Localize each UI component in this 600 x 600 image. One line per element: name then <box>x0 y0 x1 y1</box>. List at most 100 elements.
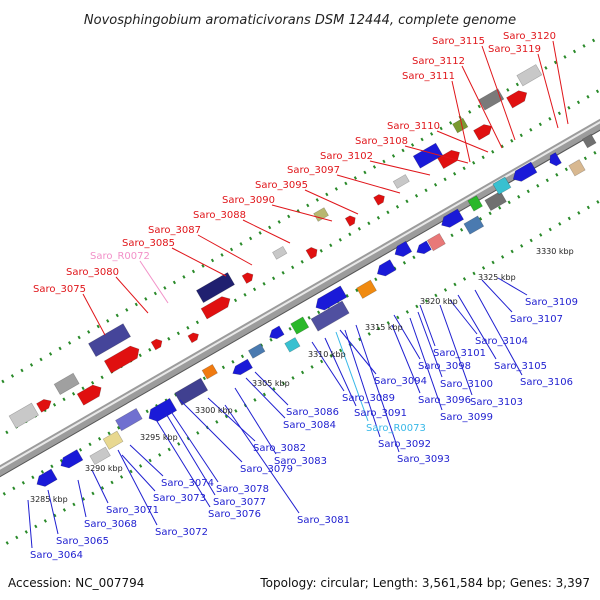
gene-feature-22 <box>478 88 505 111</box>
leader-saro_3106 <box>474 289 523 376</box>
leader-saro_3073 <box>121 454 156 492</box>
gene-feature-26 <box>60 449 84 469</box>
leader-saro_3084 <box>245 377 286 419</box>
accession-label: Accession: NC_007794 <box>8 576 144 590</box>
dotted-track-lines <box>0 21 600 567</box>
leader-saro_3082 <box>207 397 256 442</box>
leader-saro_3119 <box>537 53 559 129</box>
gene-feature-23 <box>506 90 528 109</box>
gene-feature-52 <box>568 159 586 177</box>
gene-label-saro_3115: Saro_3115 <box>432 36 485 47</box>
gene-feature-8 <box>187 332 199 344</box>
gene-feature-20 <box>452 117 469 134</box>
gene-label-saro_3082: Saro_3082 <box>253 443 306 454</box>
leader-saro_3105 <box>457 294 497 360</box>
gene-label-saro_3085: Saro_3085 <box>122 238 175 249</box>
gene-label-saro_3107: Saro_3107 <box>510 314 563 325</box>
gene-label-saro_3072: Saro_3072 <box>155 527 208 538</box>
gene-feature-27 <box>89 446 111 466</box>
gene-feature-19 <box>437 149 460 170</box>
gene-feature-38 <box>310 300 350 332</box>
gene-feature-6 <box>103 345 140 374</box>
gene-label-saro_3064: Saro_3064 <box>30 550 83 561</box>
leader-saro_3071 <box>91 469 109 504</box>
label-leader-lines <box>27 40 569 549</box>
gene-feature-3 <box>53 372 80 396</box>
leader-saro_3089 <box>311 341 345 392</box>
gene-label-saro_3065: Saro_3065 <box>56 536 109 547</box>
leader-saro_3103 <box>439 304 473 396</box>
gene-label-saro_3110: Saro_3110 <box>387 121 440 132</box>
gene-feature-16 <box>373 194 385 206</box>
gene-feature-10 <box>200 296 231 320</box>
gene-feature-21 <box>473 124 493 141</box>
gene-feature-50 <box>512 161 538 182</box>
leader-saro_3112 <box>461 65 503 149</box>
track-dotted-line-3 <box>0 106 600 529</box>
chromosome-backbone <box>0 83 600 514</box>
leader-saro_3079 <box>179 399 243 463</box>
gene-label-saro_3111: Saro_3111 <box>402 71 455 82</box>
gene-feature-2 <box>36 399 52 413</box>
gene-label-saro_3098: Saro_3098 <box>418 361 471 372</box>
leader-saro_3088 <box>242 219 291 244</box>
leader-saro_3087 <box>197 234 253 266</box>
leader-saro_3091 <box>324 337 357 407</box>
leader-saro_3096 <box>391 324 421 394</box>
leader-saro_3104 <box>449 299 478 335</box>
gene-feature-53 <box>582 133 597 149</box>
kbp-label-6: 3310 kbp <box>308 350 346 359</box>
genome-summary: Topology: circular; Length: 3,561,584 bp… <box>259 576 590 590</box>
gene-feature-31 <box>174 377 209 406</box>
gene-features <box>8 64 597 487</box>
gene-feature-32 <box>201 363 218 380</box>
leader-saro_3098 <box>393 314 421 360</box>
gene-feature-43 <box>416 240 432 255</box>
leader-saro_3075 <box>82 293 106 336</box>
gene-label-saro_3102: Saro_3102 <box>320 151 373 162</box>
gene-feature-46 <box>463 215 485 235</box>
gene-feature-47 <box>467 195 483 212</box>
leader-saro_3065 <box>47 489 59 535</box>
leader-saro_3077 <box>164 411 216 496</box>
gene-label-saro_r0072: Saro_R0072 <box>90 251 150 262</box>
gene-label-saro_3068: Saro_3068 <box>84 519 137 530</box>
leader-saro_3108 <box>404 145 469 164</box>
gene-label-saro_3083: Saro_3083 <box>274 456 327 467</box>
gene-feature-49 <box>492 176 512 195</box>
kbp-label-9: 3325 kbp <box>478 273 516 282</box>
gene-feature-11 <box>241 272 254 284</box>
leader-saro_3078 <box>169 409 219 483</box>
kbp-label-1: 3285 kbp <box>30 495 68 504</box>
gene-label-saro_r0073: Saro_R0073 <box>366 423 426 434</box>
gene-label-saro_3076: Saro_3076 <box>208 509 261 520</box>
gene-label-saro_3080: Saro_3080 <box>66 267 119 278</box>
leader-saro_r0073 <box>335 331 369 422</box>
leader-saro_3097 <box>336 174 401 194</box>
gene-feature-14 <box>313 207 329 222</box>
gene-label-saro_3099: Saro_3099 <box>440 412 493 423</box>
gene-label-saro_3095: Saro_3095 <box>255 180 308 191</box>
leader-saro_3107 <box>481 279 513 313</box>
gene-label-saro_3109: Saro_3109 <box>525 297 578 308</box>
gene-labels: Saro_3075 Saro_3080 Saro_R0072 Saro_3085 Sar… <box>30 31 578 561</box>
leader-saro_3090 <box>271 204 333 222</box>
gene-feature-44 <box>426 232 446 252</box>
track-dotted-line-4 <box>0 144 600 567</box>
gene-feature-7 <box>150 338 163 351</box>
gene-label-saro_3081: Saro_3081 <box>297 515 350 526</box>
gene-feature-25 <box>36 468 58 487</box>
gene-feature-30 <box>148 397 178 422</box>
leader-saro_3083 <box>234 387 277 455</box>
gene-label-saro_3077: Saro_3077 <box>213 497 266 508</box>
leader-saro_3109 <box>497 277 528 296</box>
gene-feature-24 <box>516 64 543 87</box>
leader-saro_3081 <box>224 404 300 514</box>
gene-label-saro_3104: Saro_3104 <box>475 336 528 347</box>
gene-label-saro_3091: Saro_3091 <box>354 408 407 419</box>
kbp-label-5: 3305 kbp <box>252 379 290 388</box>
leader-saro_3101 <box>419 304 436 347</box>
gene-feature-42 <box>394 240 413 257</box>
gene-feature-13 <box>305 247 318 260</box>
kbp-label-4: 3300 kbp <box>195 406 233 415</box>
